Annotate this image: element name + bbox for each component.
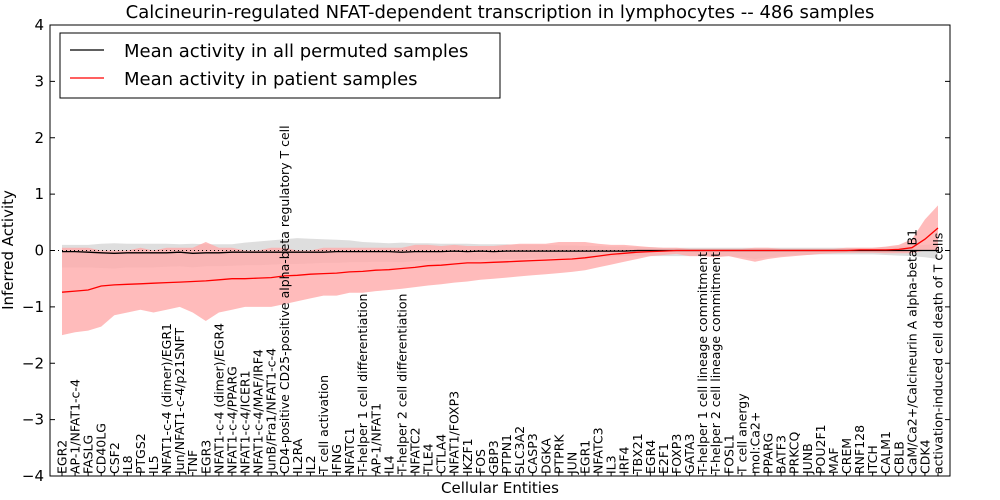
x-tick-label: mol:Ca2+ [748,412,763,474]
x-tick-label: T-helper 2 cell lineage commitment [708,252,723,475]
x-tick-label: CaM/Ca2+/Calcineurin A alpha-beta B1 [904,229,919,474]
x-tick-label: JUNB [800,443,815,475]
y-tick-label: −4 [22,467,44,485]
y-tick-label: 3 [34,72,44,90]
x-tick-label: NFATC3 [591,427,606,474]
x-tick-label: IL4 [381,455,396,474]
series-band-1 [62,205,938,336]
x-tick-label: IFNG [329,444,344,474]
x-tick-label: NFAT1-c-4/PPARG [225,366,240,474]
x-tick-label: ITCH [865,445,880,474]
x-tick-label: CDK4 [917,439,932,474]
legend-label-patient: Mean activity in patient samples [124,69,418,90]
y-tick-label: −1 [22,298,44,316]
x-tick-label: NFAT1/FOXP3 [447,391,462,474]
x-tick-label: PTPRK [551,434,566,474]
x-tick-label: NFATC2 [408,427,423,474]
x-tick-label: FOSL1 [721,434,736,474]
x-tick-label: MAF [826,447,841,474]
x-tick-label: RNF128 [852,425,867,474]
x-tick-label: POU2F1 [813,424,828,474]
x-tick-label: NFAT1-c-4 (dimer)/EGR4 [211,323,226,474]
x-axis-label: Cellular Entities [441,479,559,497]
legend-label-permuted: Mean activity in all permuted samples [124,41,468,62]
x-tick-label: GATA3 [682,434,697,474]
x-tick-label: TLE4 [421,444,436,475]
x-tick-label: IL8 [120,455,135,474]
y-tick-label: 1 [34,185,44,203]
x-tick-label: EGR1 [578,440,593,474]
x-tick-label: PPARG [761,433,776,474]
x-tick-label: CASP3 [525,433,540,474]
x-axis-category-labels: EGR2AP-1/NFAT1-c-4FASLGCD40LGCSF2IL8PTGS… [55,125,946,476]
x-tick-label: AP-1/NFAT1 [368,403,383,474]
y-tick-label: −2 [22,354,44,372]
x-tick-label: IL2 [303,455,318,474]
x-tick-label: Jun/NFAT1-c-4/p21SNFT [172,328,187,475]
x-tick-label: CTLA4 [434,434,449,474]
x-tick-label: PTPN1 [499,434,514,474]
x-tick-label: CREM [839,438,854,474]
x-tick-label: PTGS2 [133,433,148,474]
y-tick-label: 4 [34,16,44,34]
x-tick-label: CSF2 [107,442,122,474]
x-tick-label: IKZF1 [460,438,475,474]
y-tick-label: 0 [34,242,44,260]
plot-area [49,24,951,477]
x-tick-label: T cell activation [316,375,331,475]
x-tick-label: NFAT1-c-4/ICER1 [238,370,253,474]
x-tick-label: TNF [185,450,200,475]
x-tick-label: EGR4 [643,440,658,474]
x-tick-label: IL3 [604,455,619,474]
legend: Mean activity in all permuted samples Me… [59,32,501,99]
x-tick-label: EGR3 [198,440,213,474]
x-tick-label: AP-1/NFAT1-c-4 [68,379,83,474]
x-tick-label: SLC3A2 [512,426,527,474]
x-tick-label: NFATC1 [342,427,357,474]
x-tick-label: E2F1 [656,443,671,474]
chart-title: Calcineurin-regulated NFAT-dependent tra… [126,2,875,23]
x-tick-label: NFAT1-c-4 (dimer)/EGR1 [159,323,174,474]
x-tick-label: T-helper 2 cell differentiation [394,294,409,475]
x-tick-label: FOXP3 [669,434,684,474]
legend-box [59,32,501,99]
x-tick-label: IRF4 [617,446,632,474]
y-tick-label: 2 [34,129,44,147]
x-tick-label: JunB/Fra1/NFAT1-c-4 [264,348,279,475]
x-tick-label: T-helper 1 cell differentiation [355,294,370,475]
x-tick-label: activation-induced cell death of T cells [931,233,946,474]
x-tick-label: GBP3 [486,440,501,474]
x-tick-label: T-helper 1 cell lineage commitment [695,252,710,475]
x-tick-label: CD4-positive CD25-positive alpha-beta re… [277,125,292,474]
x-tick-label: IL2RA [290,438,305,474]
y-axis-label: Inferred Activity [0,190,17,310]
x-tick-label: T cell anergy [734,393,749,475]
x-tick-label: EGR2 [55,440,70,474]
x-tick-label: CD40LG [94,423,109,474]
x-tick-label: FOS [473,449,488,474]
x-tick-label: TBX21 [630,433,645,475]
x-tick-label: CALM1 [878,431,893,474]
series-line-1 [61,227,939,293]
x-tick-label: NFAT1-c-4/MAF/IRF4 [251,349,266,474]
x-tick-label: DGKA [538,438,553,474]
x-tick-label: FASLG [81,435,96,474]
y-tick-label: −3 [22,411,44,429]
x-tick-label: CBLB [891,441,906,474]
y-axis-ticks: −4 −3 −2 −1 0 1 2 3 4 [22,16,950,485]
x-tick-label: PRKCQ [787,432,802,474]
x-tick-label: BATF3 [774,435,789,474]
x-tick-label: JUN [564,452,579,475]
x-tick-label: IL5 [146,455,161,474]
